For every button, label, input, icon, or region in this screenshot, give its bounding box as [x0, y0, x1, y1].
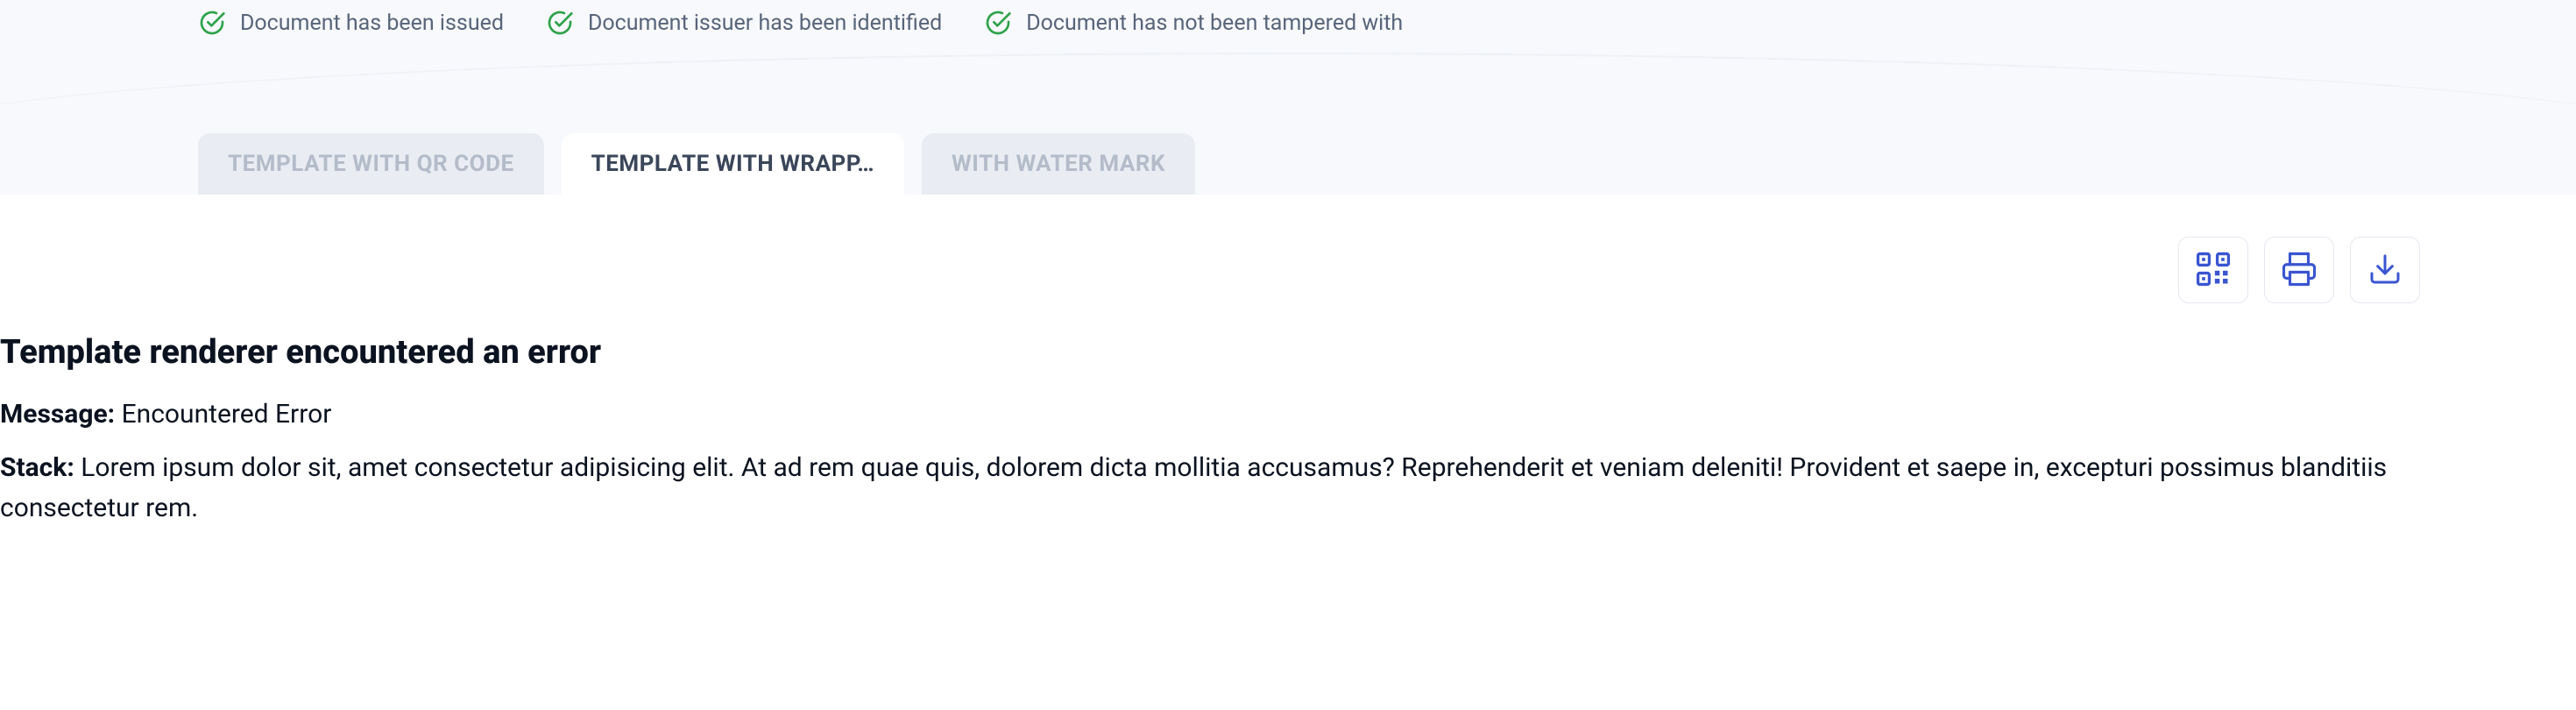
- tab-template-wrapp[interactable]: TEMPLATE WITH WRAPP: [562, 133, 904, 195]
- download-icon: [2367, 252, 2403, 289]
- tab-template-qr[interactable]: TEMPLATE WITH QR CODE: [198, 133, 544, 195]
- qr-code-button[interactable]: [2178, 237, 2248, 303]
- qr-code-icon: [2194, 250, 2233, 291]
- error-stack-value: Lorem ipsum dolor sit, amet consectetur …: [0, 452, 2387, 524]
- error-message-value: Encountered Error: [122, 399, 332, 430]
- check-circle-icon: [198, 9, 226, 37]
- verification-identified: Document issuer has been identified: [546, 9, 942, 37]
- print-button[interactable]: [2264, 237, 2334, 303]
- error-title: Template renderer encountered an error: [0, 333, 2523, 372]
- tab-watermark[interactable]: WITH WATER MARK: [922, 133, 1195, 195]
- print-icon: [2281, 251, 2318, 290]
- verification-issued: Document has been issued: [198, 9, 504, 37]
- check-circle-icon: [546, 9, 574, 37]
- tab-label: TEMPLATE WITH QR CODE: [228, 151, 514, 177]
- error-message-line: Message: Encountered Error: [0, 394, 2523, 436]
- verification-label: Document issuer has been identified: [588, 12, 942, 34]
- verification-label: Document has not been tampered with: [1026, 12, 1403, 34]
- error-stack-line: Stack: Lorem ipsum dolor sit, amet conse…: [0, 448, 2523, 529]
- content-section: Template renderer encountered an error M…: [0, 195, 2576, 529]
- check-circle-icon: [984, 9, 1012, 37]
- download-button[interactable]: [2350, 237, 2420, 303]
- tab-label: TEMPLATE WITH WRAPP: [591, 151, 874, 177]
- verification-label: Document has been issued: [240, 12, 504, 34]
- tabs-row: TEMPLATE WITH QR CODE TEMPLATE WITH WRAP…: [0, 133, 2576, 195]
- verification-tamper: Document has not been tampered with: [984, 9, 1403, 37]
- verification-header: Document has been issued Document issuer…: [0, 0, 2576, 195]
- error-message-label: Message:: [0, 399, 115, 430]
- tab-label: WITH WATER MARK: [952, 151, 1165, 177]
- verification-row: Document has been issued Document issuer…: [0, 9, 2576, 133]
- action-icons-row: [2178, 237, 2420, 303]
- error-stack-label: Stack:: [0, 452, 74, 483]
